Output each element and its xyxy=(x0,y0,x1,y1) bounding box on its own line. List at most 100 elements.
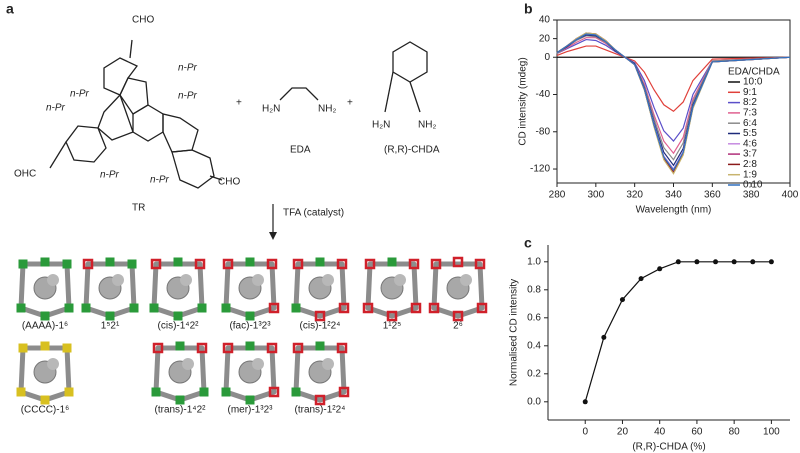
cage-vertex xyxy=(194,258,206,270)
cage-vertex xyxy=(16,387,26,397)
compound-name: (R,R)-CHDA xyxy=(384,145,440,156)
data-point xyxy=(768,259,774,265)
x-tick-label: 280 xyxy=(549,190,566,201)
cage-frame xyxy=(431,261,485,319)
cage-vertex xyxy=(18,259,28,269)
alkyl: n-Pr xyxy=(70,89,90,100)
y-tick-label: 20 xyxy=(539,33,551,44)
cage-vertex xyxy=(152,342,164,354)
cage-label: (AAAA)-1⁶ xyxy=(22,321,68,332)
cage-vertex xyxy=(292,342,304,354)
data-point xyxy=(713,259,719,265)
cage-vertex xyxy=(315,341,325,351)
cage-vertex xyxy=(18,343,28,353)
alkyl: n-Pr xyxy=(178,63,198,74)
y-tick-label: 0 xyxy=(544,52,550,63)
data-point xyxy=(675,259,681,265)
cage-frame xyxy=(18,261,72,319)
cage-vertex xyxy=(16,303,26,313)
alkyl: n-Pr xyxy=(46,103,66,114)
cage-vertex xyxy=(315,257,325,267)
cage-vertex xyxy=(314,394,326,406)
y-axis-label: Normalised CD intensity xyxy=(509,279,520,386)
cage-vertex xyxy=(175,341,185,351)
panel-label: b xyxy=(524,1,533,17)
y-tick-label: -80 xyxy=(536,126,551,137)
legend-label: 0:10 xyxy=(743,180,763,191)
cage-vertex xyxy=(336,258,348,270)
x-tick-label: 20 xyxy=(617,427,629,438)
cage-frame xyxy=(18,345,72,403)
cage-vertex xyxy=(476,302,488,314)
y-axis-label: CD intensity (mdeg) xyxy=(518,57,529,145)
cage-core xyxy=(252,274,264,286)
cage-vertex xyxy=(268,302,280,314)
cage-vertex xyxy=(221,303,231,313)
legend-label: 2:8 xyxy=(743,159,757,170)
cage-core xyxy=(47,358,59,370)
x-axis-label: Wavelength (nm) xyxy=(636,205,712,216)
cage-vertex xyxy=(222,342,234,354)
x-tick-label: 360 xyxy=(704,190,721,201)
x-tick-label: 40 xyxy=(654,427,666,438)
data-point xyxy=(657,266,663,272)
data-point xyxy=(638,276,644,282)
cage-core xyxy=(47,274,59,286)
chda-structure xyxy=(392,41,428,83)
plus: + xyxy=(236,98,242,109)
legend-label: 8:2 xyxy=(743,97,757,108)
y-tick-label: -120 xyxy=(530,164,550,175)
cage-frame xyxy=(293,261,347,319)
legend-title: EDA/CHDA xyxy=(728,67,780,78)
panel-label: a xyxy=(6,1,14,17)
cage-vertex xyxy=(338,302,350,314)
cage-vertex xyxy=(64,303,74,313)
panel-label: c xyxy=(524,235,532,251)
cage-vertex xyxy=(266,258,278,270)
legend-label: 7:3 xyxy=(743,108,757,119)
amine: H₂N xyxy=(372,120,390,131)
x-tick-label: 100 xyxy=(763,427,780,438)
cage-label: (cis)-1²2⁴ xyxy=(300,321,341,332)
data-point xyxy=(694,259,700,265)
y-tick-label: 0.0 xyxy=(527,396,541,407)
cage-vertex xyxy=(268,386,280,398)
cage-core xyxy=(182,358,194,370)
legend-label: 9:1 xyxy=(743,87,757,98)
cage-vertex xyxy=(245,257,255,267)
cage-label: (mer)-1³2³ xyxy=(228,405,274,416)
cage-vertex xyxy=(387,257,397,267)
cage-label: 2⁶ xyxy=(453,321,463,332)
cage-label: (CCCC)-1⁶ xyxy=(21,405,70,416)
alkyl: n-Pr xyxy=(100,170,120,181)
cage-vertex xyxy=(245,395,255,405)
data-point xyxy=(619,297,625,303)
cage-vertex xyxy=(199,387,209,397)
y-tick-label: -40 xyxy=(536,89,551,100)
plus: + xyxy=(347,98,353,109)
cage-core xyxy=(322,358,334,370)
cage-frame xyxy=(223,345,277,403)
x-axis-label: (R,R)-CHDA (%) xyxy=(632,442,705,453)
cage-vertex xyxy=(175,395,185,405)
y-tick-label: 1.0 xyxy=(527,256,541,267)
cage-label: 1¹2⁵ xyxy=(383,321,402,332)
cage-vertex xyxy=(196,342,208,354)
cage-vertex xyxy=(452,256,464,268)
x-tick-label: 0 xyxy=(582,427,588,438)
x-tick-label: 60 xyxy=(691,427,703,438)
tr-structure xyxy=(49,39,223,189)
y-tick-label: 0.4 xyxy=(527,340,541,351)
cage-label: (cis)-1⁴2² xyxy=(158,321,200,332)
cage-vertex xyxy=(221,387,231,397)
data-line xyxy=(556,38,791,143)
x-tick-label: 320 xyxy=(626,190,643,201)
reagent: TFA (catalyst) xyxy=(283,208,344,219)
amine: NH₂ xyxy=(318,104,336,115)
cage-vertex xyxy=(62,343,72,353)
cage-core xyxy=(394,274,406,286)
cage-vertex xyxy=(291,303,301,313)
cage-vertex xyxy=(291,387,301,397)
cage-vertex xyxy=(408,258,420,270)
compound-name: EDA xyxy=(290,145,311,156)
